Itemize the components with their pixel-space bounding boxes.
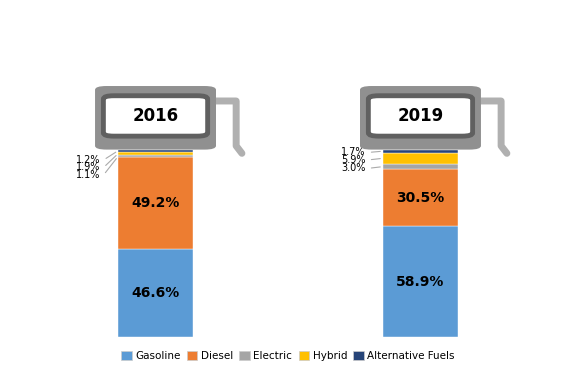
Bar — [118, 249, 193, 337]
Text: 3.0%: 3.0% — [342, 163, 366, 173]
Text: Figure 01: New passenger cars by fuel type in the European Union: Figure 01: New passenger cars by fuel ty… — [7, 13, 475, 26]
Text: 1.2%: 1.2% — [76, 155, 101, 165]
Bar — [383, 226, 458, 337]
Bar — [383, 164, 458, 169]
Text: 5.9%: 5.9% — [341, 155, 366, 165]
Bar — [118, 150, 193, 152]
Bar — [118, 157, 193, 249]
Text: 46.6%: 46.6% — [131, 286, 180, 300]
Bar — [118, 152, 193, 156]
FancyBboxPatch shape — [369, 96, 472, 136]
FancyBboxPatch shape — [360, 86, 481, 150]
Text: 49.2%: 49.2% — [131, 196, 180, 211]
Bar — [383, 153, 458, 164]
FancyBboxPatch shape — [95, 86, 216, 150]
Text: 2016: 2016 — [132, 107, 179, 125]
Text: 1.1%: 1.1% — [77, 170, 101, 180]
Text: 58.9%: 58.9% — [396, 275, 445, 288]
FancyBboxPatch shape — [104, 96, 208, 136]
Bar — [383, 150, 458, 153]
Text: 1.9%: 1.9% — [77, 162, 101, 172]
Text: 2019: 2019 — [397, 107, 444, 125]
Bar — [383, 169, 458, 226]
Legend: Gasoline, Diesel, Electric, Hybrid, Alternative Fuels: Gasoline, Diesel, Electric, Hybrid, Alte… — [117, 347, 459, 365]
Text: 1.7%: 1.7% — [341, 147, 366, 157]
Bar — [118, 155, 193, 157]
Text: 30.5%: 30.5% — [396, 191, 445, 205]
